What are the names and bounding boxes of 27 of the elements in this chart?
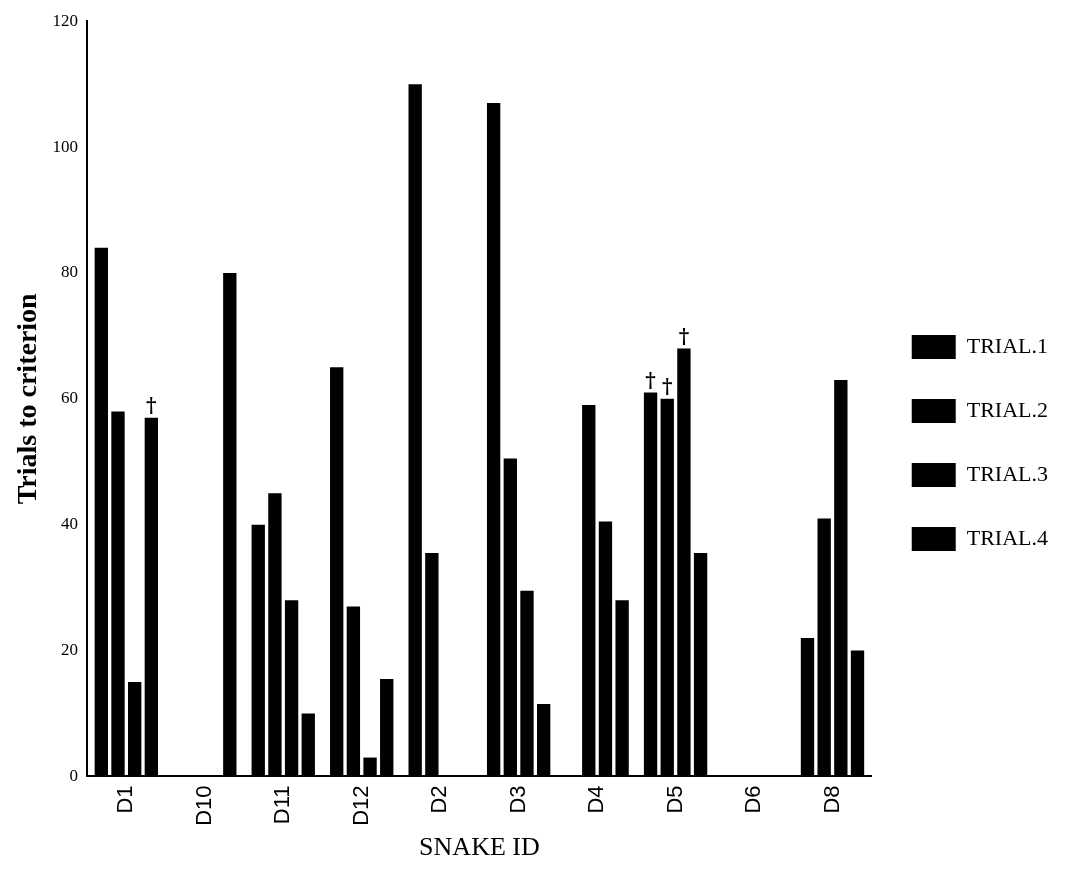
x-tick-label: D4 [583, 785, 609, 814]
y-tick-label: 20 [61, 640, 79, 660]
y-tick-label: 120 [52, 10, 79, 30]
y-axis-title: Trials to criterion [11, 292, 43, 505]
annotation: † [146, 392, 157, 417]
legend-label: TRIAL.1 [966, 332, 1048, 358]
y-tick-label: 80 [61, 262, 79, 282]
x-tick-label: D12 [347, 785, 373, 826]
x-tick-label: D3 [504, 785, 530, 814]
y-tick-label: 60 [61, 388, 79, 408]
annotation: † [645, 367, 656, 392]
legend-label: TRIAL.4 [966, 524, 1048, 550]
x-tick-label: D8 [818, 785, 844, 814]
y-tick-label: 100 [52, 136, 79, 156]
x-tick-label: D6 [740, 785, 766, 814]
x-tick-label: D2 [426, 785, 452, 814]
x-tick-label: D10 [190, 785, 216, 826]
y-tick-label: 40 [61, 514, 79, 534]
annotation: † [678, 323, 690, 348]
legend-label: TRIAL.2 [966, 396, 1048, 422]
legend-label: TRIAL.3 [966, 460, 1048, 486]
y-tick-label: 0 [69, 765, 79, 785]
x-axis-title: SNAKE ID [419, 832, 540, 862]
x-tick-label: D5 [661, 785, 687, 814]
x-tick-label: D11 [269, 785, 295, 825]
x-tick-label: D1 [112, 785, 138, 814]
annotation: † [662, 374, 673, 399]
